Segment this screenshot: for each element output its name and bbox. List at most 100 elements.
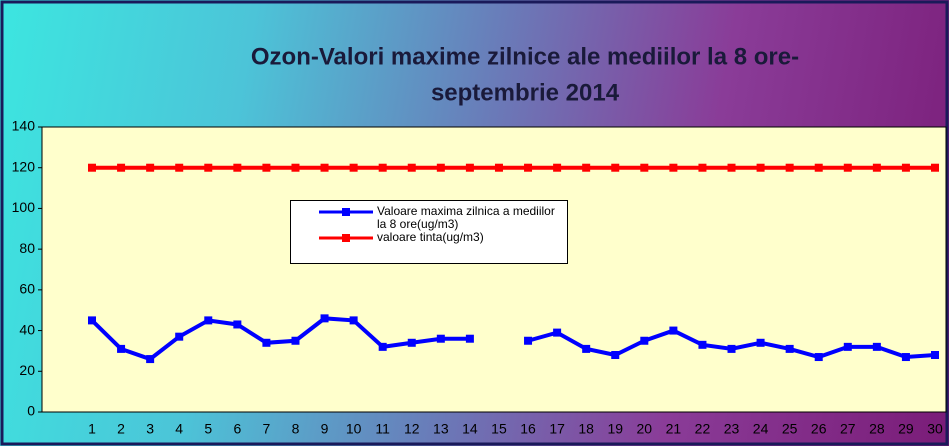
marker xyxy=(640,336,649,345)
x-tick-label: 14 xyxy=(462,421,478,437)
x-tick-label: 16 xyxy=(520,421,536,437)
x-tick-label: 25 xyxy=(782,421,798,437)
x-tick-label: 26 xyxy=(811,421,827,437)
x-tick-label: 6 xyxy=(233,421,241,437)
marker xyxy=(582,163,591,172)
x-tick-label: 3 xyxy=(146,421,154,437)
legend-swatch xyxy=(319,234,373,242)
marker xyxy=(378,342,387,351)
chart-title: Ozon-Valori maxime zilnice ale mediilor … xyxy=(251,43,799,70)
legend-marker xyxy=(342,208,350,216)
marker xyxy=(88,316,96,325)
y-tick-label: 40 xyxy=(19,321,35,337)
legend-entry: Valoare maxima zilnica a mediilor la 8 o… xyxy=(291,205,567,231)
marker xyxy=(901,353,910,362)
x-tick-label: 29 xyxy=(898,421,914,437)
legend-label: valoare tinta(ug/m3) xyxy=(377,230,484,244)
x-tick-label: 5 xyxy=(204,421,212,437)
marker xyxy=(553,328,562,337)
marker xyxy=(931,351,939,359)
x-tick-label: 21 xyxy=(666,421,682,437)
y-tick-label: 100 xyxy=(12,199,36,215)
marker xyxy=(901,163,910,172)
legend: Valoare maxima zilnica a mediilor la 8 o… xyxy=(290,200,568,264)
marker xyxy=(262,163,271,172)
marker xyxy=(291,336,300,345)
x-tick-label: 19 xyxy=(607,421,623,437)
marker xyxy=(669,326,678,335)
x-tick-label: 13 xyxy=(433,421,449,437)
marker xyxy=(814,163,823,172)
y-tick-label: 0 xyxy=(27,403,35,419)
marker xyxy=(407,338,416,347)
x-tick-label: 12 xyxy=(404,421,420,437)
marker xyxy=(233,163,242,172)
marker xyxy=(872,342,881,351)
marker xyxy=(88,163,96,172)
x-tick-label: 18 xyxy=(578,421,594,437)
plot-area xyxy=(41,126,947,413)
marker xyxy=(785,344,794,353)
marker xyxy=(785,163,794,172)
marker xyxy=(204,316,213,325)
marker xyxy=(204,163,213,172)
x-tick-label: 2 xyxy=(117,421,125,437)
x-tick-label: 20 xyxy=(637,421,653,437)
y-tick-label: 60 xyxy=(19,281,35,297)
x-tick-label: 23 xyxy=(724,421,740,437)
marker xyxy=(727,344,736,353)
x-tick-label: 9 xyxy=(321,421,329,437)
y-tick-label: 80 xyxy=(19,240,35,256)
marker xyxy=(436,163,445,172)
marker xyxy=(233,320,242,329)
marker xyxy=(698,163,707,172)
marker xyxy=(407,163,416,172)
y-tick-label: 140 xyxy=(12,118,36,134)
x-tick-label: 28 xyxy=(869,421,885,437)
marker xyxy=(553,163,562,172)
marker xyxy=(756,163,765,172)
chart-title: septembrie 2014 xyxy=(431,79,620,106)
marker xyxy=(436,334,445,343)
x-tick-label: 17 xyxy=(549,421,565,437)
marker xyxy=(349,316,358,325)
marker xyxy=(494,163,503,172)
marker xyxy=(291,163,300,172)
marker xyxy=(611,163,620,172)
marker xyxy=(146,355,155,364)
marker xyxy=(756,338,765,347)
x-tick-label: 15 xyxy=(491,421,507,437)
marker xyxy=(117,163,126,172)
marker xyxy=(872,163,881,172)
marker xyxy=(582,344,591,353)
x-tick-label: 30 xyxy=(927,421,943,437)
marker xyxy=(320,163,329,172)
marker xyxy=(524,336,533,345)
marker xyxy=(843,163,852,172)
marker xyxy=(814,353,823,362)
marker xyxy=(524,163,533,172)
legend-entry: valoare tinta(ug/m3) xyxy=(291,231,567,245)
marker xyxy=(640,163,649,172)
x-tick-label: 24 xyxy=(753,421,769,437)
legend-marker xyxy=(342,234,350,242)
marker xyxy=(117,344,126,353)
legend-label: Valoare maxima zilnica a mediilor la 8 o… xyxy=(377,204,555,231)
marker xyxy=(262,338,271,347)
x-tick-label: 22 xyxy=(695,421,711,437)
marker xyxy=(320,314,329,323)
marker xyxy=(669,163,678,172)
x-tick-label: 1 xyxy=(88,421,96,437)
marker xyxy=(175,163,184,172)
marker xyxy=(349,163,358,172)
marker xyxy=(175,332,184,341)
marker xyxy=(931,163,939,172)
x-tick-label: 27 xyxy=(840,421,856,437)
x-tick-label: 7 xyxy=(263,421,271,437)
marker xyxy=(465,163,474,172)
x-tick-label: 4 xyxy=(175,421,183,437)
x-tick-label: 8 xyxy=(292,421,300,437)
